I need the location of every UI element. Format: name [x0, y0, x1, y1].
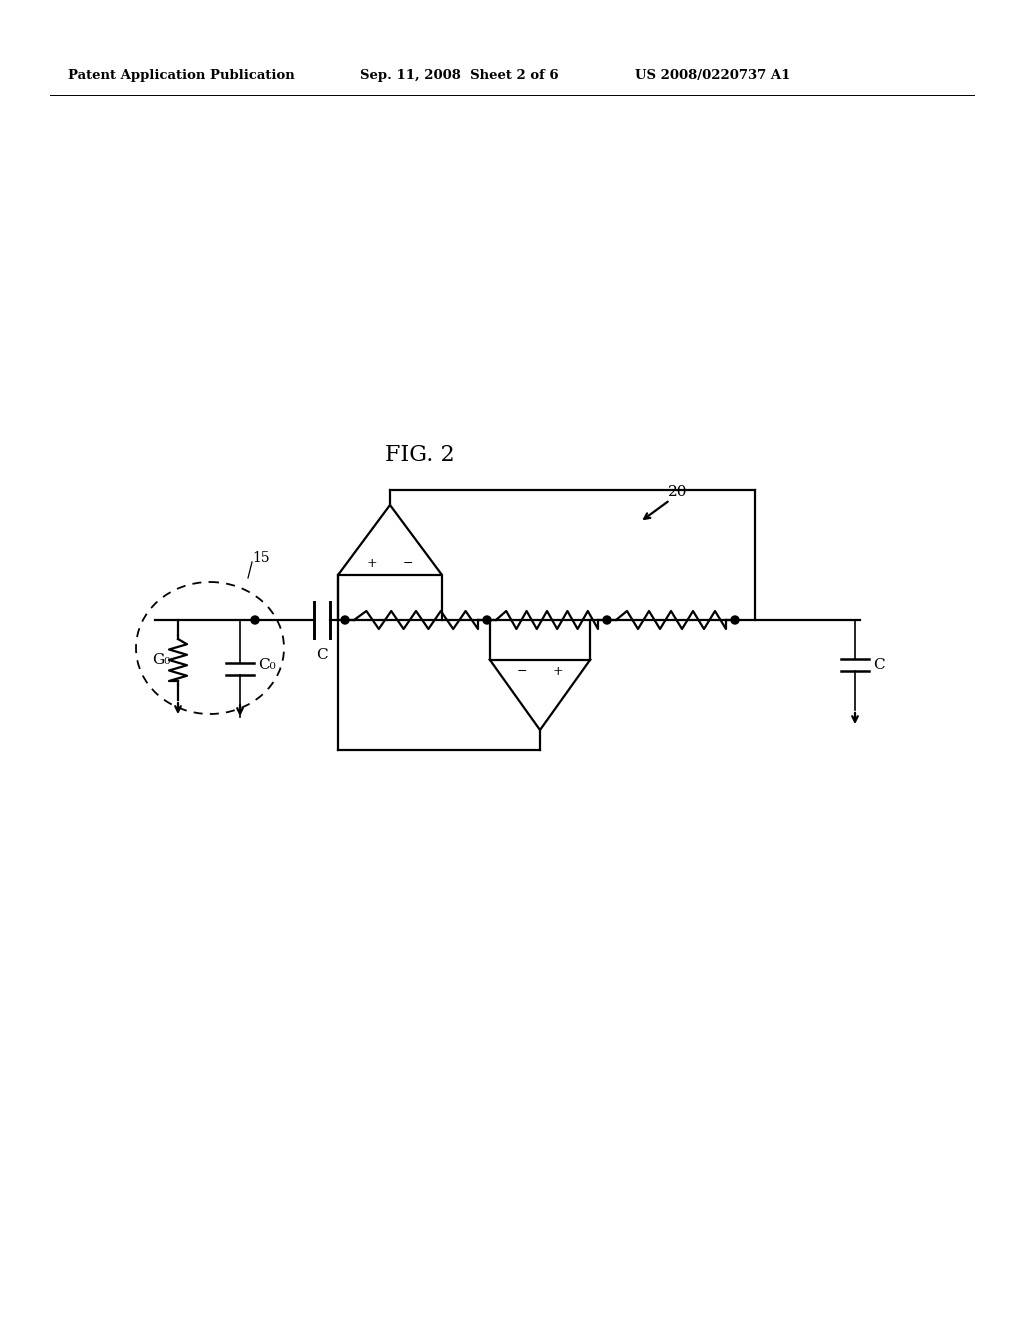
Circle shape	[731, 616, 739, 624]
Circle shape	[341, 616, 349, 624]
Text: C: C	[316, 648, 328, 663]
Text: +: +	[367, 557, 377, 570]
Text: −: −	[517, 665, 527, 678]
Text: −: −	[402, 557, 414, 570]
Text: 15: 15	[252, 550, 269, 565]
Text: C₀: C₀	[258, 657, 275, 672]
Text: C: C	[873, 657, 885, 672]
Circle shape	[483, 616, 490, 624]
Text: US 2008/0220737 A1: US 2008/0220737 A1	[635, 69, 791, 82]
Text: 20: 20	[668, 484, 687, 499]
Circle shape	[251, 616, 259, 624]
Text: Sep. 11, 2008  Sheet 2 of 6: Sep. 11, 2008 Sheet 2 of 6	[360, 69, 559, 82]
Text: G₀: G₀	[152, 653, 170, 667]
Text: FIG. 2: FIG. 2	[385, 444, 455, 466]
Text: Patent Application Publication: Patent Application Publication	[68, 69, 295, 82]
Text: +: +	[553, 665, 563, 678]
Circle shape	[603, 616, 611, 624]
